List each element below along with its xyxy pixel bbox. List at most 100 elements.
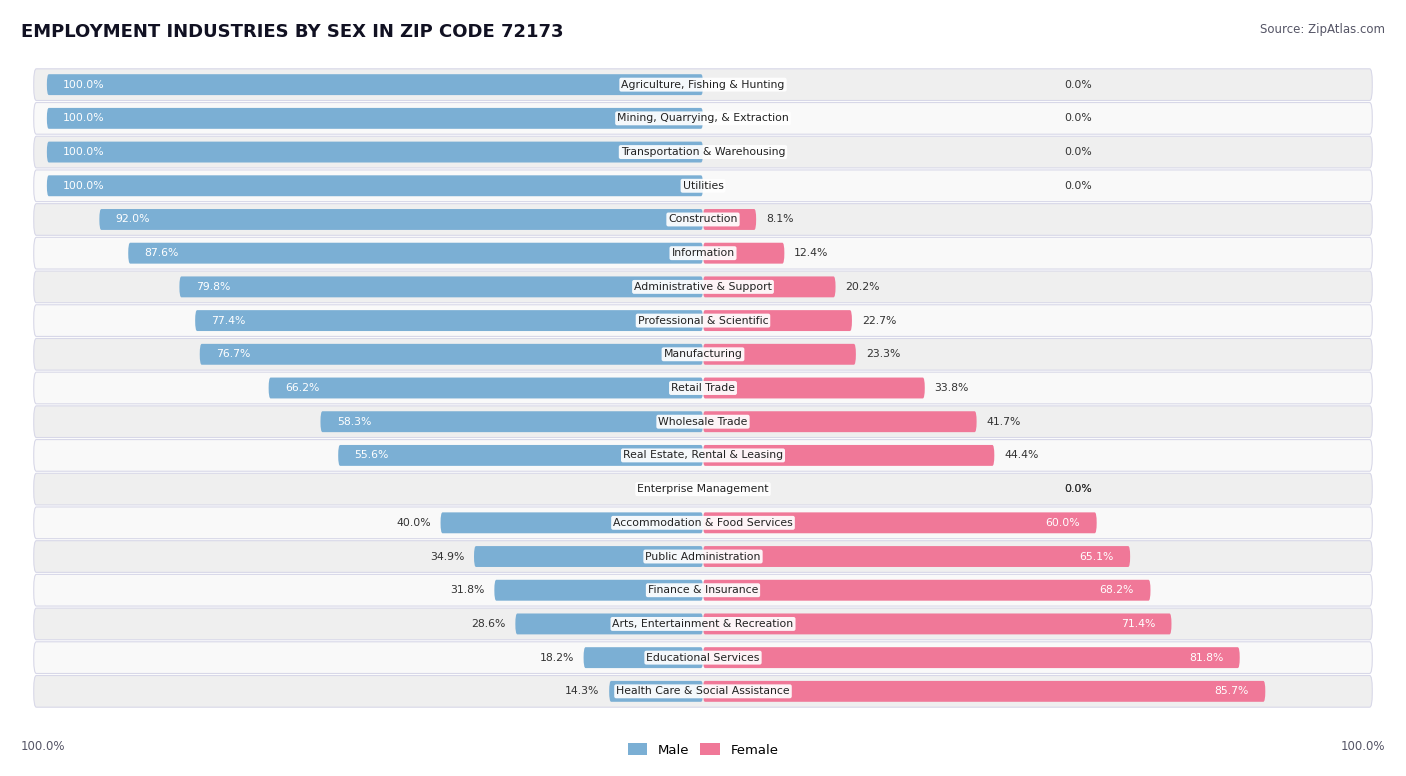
Text: 40.0%: 40.0% <box>396 518 430 528</box>
Text: 85.7%: 85.7% <box>1215 686 1249 696</box>
FancyBboxPatch shape <box>474 546 703 567</box>
Text: 20.2%: 20.2% <box>845 282 880 292</box>
FancyBboxPatch shape <box>703 647 1240 668</box>
Text: 18.2%: 18.2% <box>540 653 574 663</box>
FancyBboxPatch shape <box>34 642 1372 674</box>
FancyBboxPatch shape <box>128 243 703 264</box>
FancyBboxPatch shape <box>34 541 1372 573</box>
FancyBboxPatch shape <box>34 608 1372 639</box>
Text: Information: Information <box>672 248 734 258</box>
FancyBboxPatch shape <box>34 372 1372 404</box>
Text: 8.1%: 8.1% <box>766 214 793 224</box>
FancyBboxPatch shape <box>46 175 703 196</box>
Text: 100.0%: 100.0% <box>63 113 105 123</box>
FancyBboxPatch shape <box>34 473 1372 505</box>
Text: 66.2%: 66.2% <box>285 383 319 393</box>
FancyBboxPatch shape <box>34 338 1372 370</box>
FancyBboxPatch shape <box>703 243 785 264</box>
FancyBboxPatch shape <box>46 141 703 162</box>
FancyBboxPatch shape <box>703 378 925 398</box>
FancyBboxPatch shape <box>46 74 703 95</box>
FancyBboxPatch shape <box>34 69 1372 101</box>
Text: Administrative & Support: Administrative & Support <box>634 282 772 292</box>
Text: 92.0%: 92.0% <box>115 214 150 224</box>
Text: EMPLOYMENT INDUSTRIES BY SEX IN ZIP CODE 72173: EMPLOYMENT INDUSTRIES BY SEX IN ZIP CODE… <box>21 23 564 41</box>
Text: 34.9%: 34.9% <box>430 552 464 562</box>
Text: Educational Services: Educational Services <box>647 653 759 663</box>
Text: 100.0%: 100.0% <box>63 181 105 191</box>
Text: 68.2%: 68.2% <box>1099 585 1135 595</box>
Text: Wholesale Trade: Wholesale Trade <box>658 417 748 427</box>
Text: Source: ZipAtlas.com: Source: ZipAtlas.com <box>1260 23 1385 36</box>
FancyBboxPatch shape <box>34 237 1372 269</box>
Text: 0.0%: 0.0% <box>1064 484 1091 494</box>
Text: 100.0%: 100.0% <box>1340 740 1385 753</box>
Legend: Male, Female: Male, Female <box>623 738 783 762</box>
Text: 65.1%: 65.1% <box>1080 552 1114 562</box>
Text: 87.6%: 87.6% <box>145 248 179 258</box>
Text: 77.4%: 77.4% <box>211 316 246 326</box>
FancyBboxPatch shape <box>100 209 703 230</box>
FancyBboxPatch shape <box>703 580 1150 601</box>
Text: 81.8%: 81.8% <box>1189 653 1223 663</box>
Text: 100.0%: 100.0% <box>63 80 105 90</box>
Text: Transportation & Warehousing: Transportation & Warehousing <box>621 147 785 157</box>
Text: Retail Trade: Retail Trade <box>671 383 735 393</box>
FancyBboxPatch shape <box>34 406 1372 438</box>
FancyBboxPatch shape <box>703 512 1097 533</box>
Text: 55.6%: 55.6% <box>354 450 389 460</box>
FancyBboxPatch shape <box>495 580 703 601</box>
FancyBboxPatch shape <box>440 512 703 533</box>
Text: 0.0%: 0.0% <box>1064 484 1091 494</box>
FancyBboxPatch shape <box>46 108 703 129</box>
FancyBboxPatch shape <box>703 310 852 331</box>
FancyBboxPatch shape <box>516 614 703 635</box>
Text: 100.0%: 100.0% <box>63 147 105 157</box>
Text: Manufacturing: Manufacturing <box>664 349 742 359</box>
FancyBboxPatch shape <box>269 378 703 398</box>
Text: 0.0%: 0.0% <box>1064 80 1091 90</box>
FancyBboxPatch shape <box>703 614 1171 635</box>
Text: Accommodation & Food Services: Accommodation & Food Services <box>613 518 793 528</box>
Text: 23.3%: 23.3% <box>866 349 900 359</box>
Text: 58.3%: 58.3% <box>337 417 371 427</box>
FancyBboxPatch shape <box>703 546 1130 567</box>
Text: 14.3%: 14.3% <box>565 686 599 696</box>
Text: 44.4%: 44.4% <box>1004 450 1039 460</box>
Text: Arts, Entertainment & Recreation: Arts, Entertainment & Recreation <box>613 619 793 629</box>
Text: 0.0%: 0.0% <box>1064 181 1091 191</box>
Text: Finance & Insurance: Finance & Insurance <box>648 585 758 595</box>
Text: Agriculture, Fishing & Hunting: Agriculture, Fishing & Hunting <box>621 80 785 90</box>
Text: Professional & Scientific: Professional & Scientific <box>638 316 768 326</box>
FancyBboxPatch shape <box>34 507 1372 539</box>
Text: 76.7%: 76.7% <box>217 349 250 359</box>
FancyBboxPatch shape <box>34 203 1372 235</box>
FancyBboxPatch shape <box>34 675 1372 707</box>
Text: 100.0%: 100.0% <box>21 740 66 753</box>
FancyBboxPatch shape <box>34 170 1372 202</box>
Text: 0.0%: 0.0% <box>1064 113 1091 123</box>
Text: 71.4%: 71.4% <box>1121 619 1156 629</box>
Text: 22.7%: 22.7% <box>862 316 896 326</box>
Text: Enterprise Management: Enterprise Management <box>637 484 769 494</box>
FancyBboxPatch shape <box>703 344 856 365</box>
FancyBboxPatch shape <box>703 411 977 432</box>
Text: Utilities: Utilities <box>682 181 724 191</box>
FancyBboxPatch shape <box>200 344 703 365</box>
FancyBboxPatch shape <box>34 439 1372 471</box>
Text: Health Care & Social Assistance: Health Care & Social Assistance <box>616 686 790 696</box>
FancyBboxPatch shape <box>34 271 1372 303</box>
Text: 28.6%: 28.6% <box>471 619 506 629</box>
FancyBboxPatch shape <box>34 305 1372 337</box>
FancyBboxPatch shape <box>34 137 1372 168</box>
FancyBboxPatch shape <box>703 445 994 466</box>
Text: 31.8%: 31.8% <box>450 585 485 595</box>
Text: 12.4%: 12.4% <box>794 248 828 258</box>
FancyBboxPatch shape <box>195 310 703 331</box>
FancyBboxPatch shape <box>34 574 1372 606</box>
FancyBboxPatch shape <box>703 209 756 230</box>
Text: Mining, Quarrying, & Extraction: Mining, Quarrying, & Extraction <box>617 113 789 123</box>
FancyBboxPatch shape <box>34 102 1372 134</box>
FancyBboxPatch shape <box>703 681 1265 702</box>
Text: 41.7%: 41.7% <box>987 417 1021 427</box>
